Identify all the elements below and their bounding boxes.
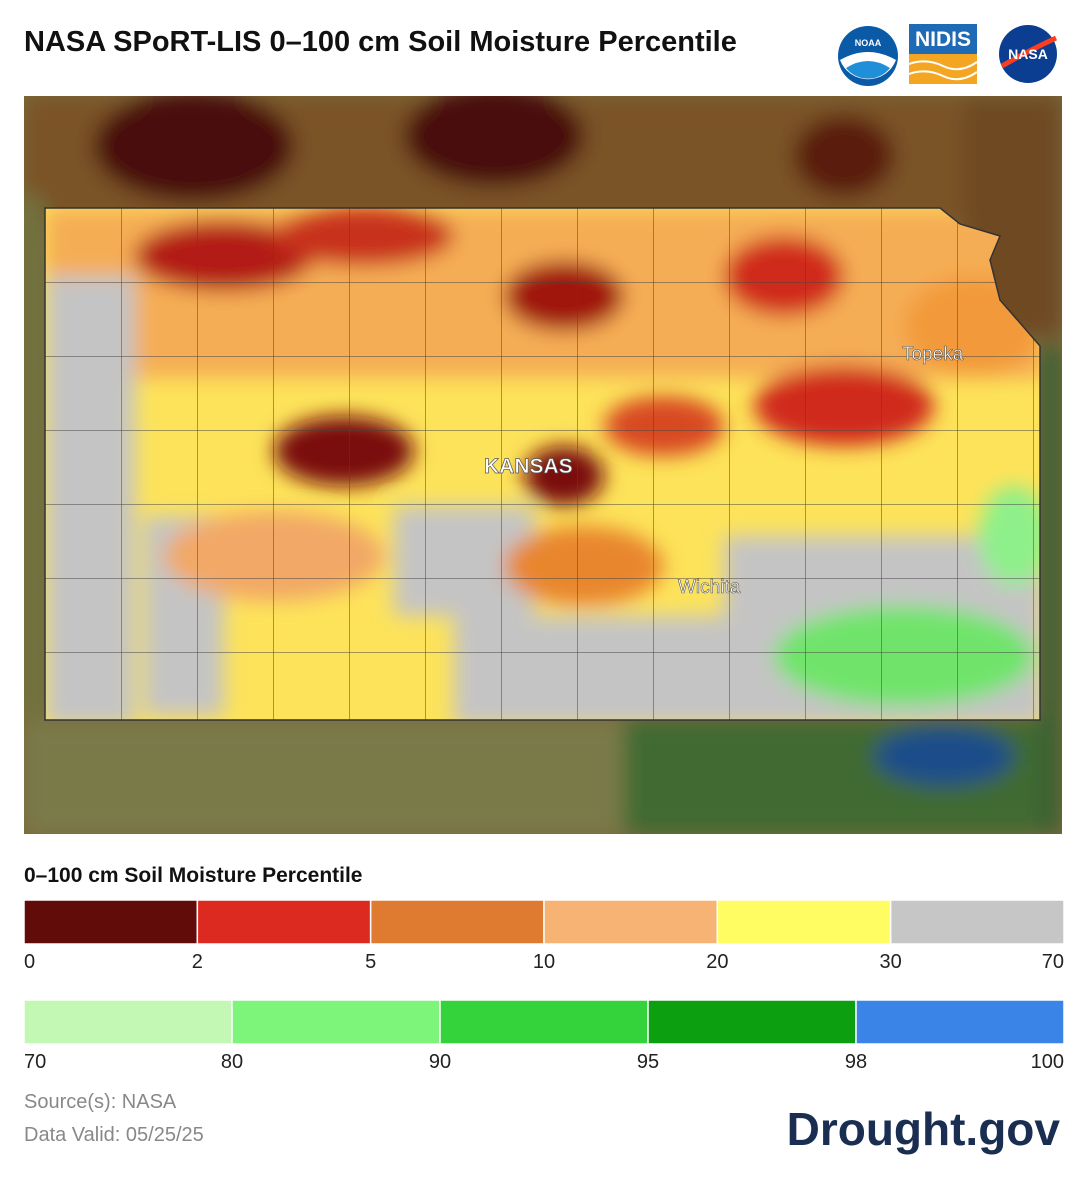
legend-tick-label: 98 xyxy=(845,1051,867,1073)
legend-swatch xyxy=(439,999,649,1045)
legend-swatch xyxy=(716,899,892,945)
legend-swatch xyxy=(23,899,199,945)
legend-swatch xyxy=(647,999,857,1045)
legend-swatch xyxy=(889,899,1065,945)
legend-swatch xyxy=(855,999,1065,1045)
noaa-logo: NOAA xyxy=(838,26,898,86)
legend: 0 2 5 10 20 30 70 70 80 90 95 98 100 xyxy=(23,899,1065,1073)
legend-tick-label: 70 xyxy=(1042,951,1064,973)
title: NASA SPoRT-LIS 0–100 cm Soil Moisture Pe… xyxy=(24,26,737,58)
logo-text: NASA xyxy=(1008,46,1048,62)
legend-tick-label: 30 xyxy=(880,951,902,973)
legend-swatch xyxy=(231,999,441,1045)
state-label: KANSAS xyxy=(484,455,573,478)
legend-tick-label: 80 xyxy=(221,1051,243,1073)
legend-swatch xyxy=(196,899,372,945)
legend-tick-label: 2 xyxy=(192,951,203,973)
map: Topeka KANSAS Wichita xyxy=(24,96,1062,834)
logo-text: NIDIS xyxy=(915,28,971,51)
brand: Drought.gov xyxy=(786,1103,1060,1155)
legend-tick-label: 20 xyxy=(706,951,728,973)
city-label: Wichita xyxy=(678,577,741,598)
legend-swatch xyxy=(369,899,545,945)
city-label: Topeka xyxy=(902,344,964,365)
legend-tick-label: 95 xyxy=(637,1051,659,1073)
data-valid: Data Valid: 05/25/25 xyxy=(24,1124,204,1146)
logo-text: NOAA xyxy=(855,38,882,48)
legend-tick-label: 90 xyxy=(429,1051,451,1073)
legend-tick-label: 10 xyxy=(533,951,555,973)
legend-tick-label: 0 xyxy=(24,951,35,973)
legend-tick-label: 5 xyxy=(365,951,376,973)
legend-title: 0–100 cm Soil Moisture Percentile xyxy=(24,864,363,887)
source: Source(s): NASA xyxy=(24,1091,177,1113)
legend-tick-label: 100 xyxy=(1031,1051,1064,1073)
legend-swatch xyxy=(543,899,719,945)
legend-swatch xyxy=(23,999,233,1045)
legend-tick-label: 70 xyxy=(24,1051,46,1073)
nasa-logo: NASA xyxy=(999,25,1058,83)
nidis-logo: NIDIS xyxy=(909,24,977,84)
